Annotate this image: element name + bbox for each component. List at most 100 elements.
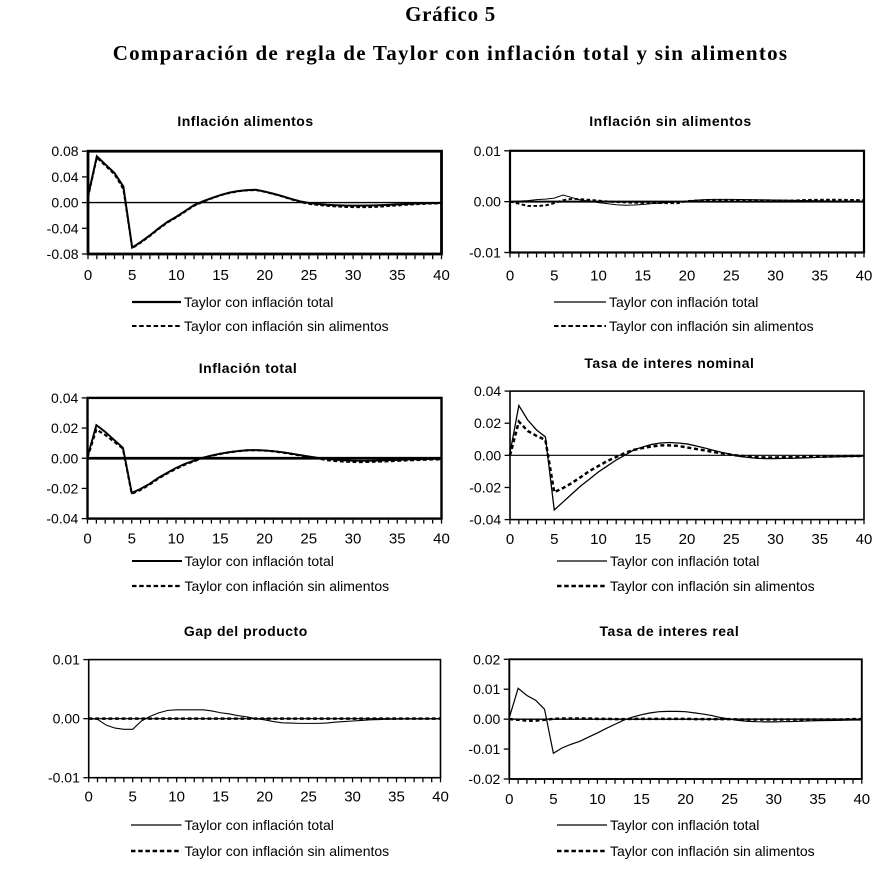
plot-frame: [86, 396, 443, 520]
x-tick-label: 5: [550, 268, 558, 285]
panel-tasa-interes-real: Tasa de interes real 0.02 0.01 0.00 -0.01 -0…: [445, 618, 888, 870]
legend-item-total: Taylor con inflación total: [132, 294, 333, 310]
legend-label-sin-alimentos: Taylor con inflación sin alimentos: [609, 318, 814, 334]
legend-item-total: Taylor con inflación total: [131, 552, 334, 569]
figure-label: Gráfico 5: [405, 2, 496, 26]
solid-line-sample: [557, 823, 607, 826]
x-tick-label: 0: [505, 791, 513, 808]
solid-line-sample: [132, 301, 181, 304]
chart-title-tasa-interes-real: Tasa de interes real: [599, 622, 740, 639]
y-tick-label: 0.00: [51, 195, 78, 211]
legend-item-total: Taylor con inflación total: [131, 817, 334, 833]
solid-line-sample: [131, 559, 182, 562]
x-tick-label: 0: [506, 531, 514, 548]
panel-tasa-interes-nominal: Tasa de interes nominal 0.04 0.02 0.00 -0.0…: [445, 352, 888, 604]
y-tick-label: 0.02: [474, 415, 501, 431]
dashed-line-sample: [557, 584, 607, 587]
solid-line-sample: [557, 559, 607, 562]
legend-label-total: Taylor con inflación total: [184, 816, 334, 833]
plot-inflacion-total: 0.04 0.02 0.00 -0.02 -0.04 0 5 10 15 20 25 30 35 40: [46, 390, 450, 548]
plot-frame: [509, 390, 865, 521]
legend-item-sin-alimentos: Taylor con inflación sin alimentos: [557, 843, 815, 859]
x-tick-label: 15: [212, 789, 229, 806]
figure-title: Comparación de regla de Taylor con infla…: [112, 40, 789, 65]
legend-label-sin-alimentos: Taylor con inflación sin alimentos: [184, 577, 390, 594]
plot-inflacion-sin-alimentos: 0.01 0.00 -0.01 0 5 10 15 20 25 30 35 40: [469, 143, 873, 285]
chart-title-tasa-interes-nominal: Tasa de interes nominal: [584, 354, 755, 371]
x-tick-label: 10: [590, 268, 607, 285]
y-tick-label: 0.04: [474, 383, 501, 399]
dashed-line-sample: [131, 584, 182, 587]
x-tick-label: 20: [679, 531, 696, 548]
x-tick-label: 0: [85, 789, 93, 806]
x-tick-label: 30: [767, 531, 784, 548]
y-tick-label: 0.01: [53, 652, 80, 668]
solid-line-sample: [131, 823, 182, 826]
x-tick-label: 25: [721, 791, 738, 808]
plot-frame: [87, 658, 442, 779]
chart-title-inflacion-alimentos: Inflación alimentos: [177, 113, 314, 129]
y-tick-label: 0.00: [474, 447, 501, 463]
x-tick-label: 0: [83, 531, 91, 548]
x-tick-label: 15: [212, 531, 229, 548]
y-tick-label: 0.04: [51, 390, 78, 406]
x-tick-label: 10: [168, 267, 185, 284]
series-dashed: [509, 197, 865, 207]
x-tick-label: 25: [300, 789, 317, 806]
x-tick-label: 30: [767, 268, 784, 285]
legend-label-total: Taylor con inflación total: [610, 552, 760, 569]
chart-title-inflacion-total: Inflación total: [198, 360, 298, 376]
y-tick-label: -0.01: [469, 245, 501, 261]
x-tick-label: 35: [809, 791, 826, 808]
plot-frame: [508, 658, 863, 780]
solid-line-sample: [554, 301, 606, 303]
x-tick-label: 15: [634, 531, 651, 548]
series-dashed: [86, 427, 442, 496]
series-dashed: [87, 155, 442, 250]
dashed-line-sample: [554, 325, 606, 327]
x-tick-label: 30: [765, 791, 782, 808]
y-tick-label: 0.02: [473, 651, 500, 667]
legend-label-total: Taylor con inflación total: [184, 552, 334, 569]
panel-gap-del-producto: Gap del producto 0.01 0.00 -0.01 0 5 10 15 20 25…: [18, 618, 452, 870]
y-tick-label: 0.00: [473, 711, 500, 727]
x-tick-label: 20: [256, 789, 273, 806]
legend-label-sin-alimentos: Taylor con inflación sin alimentos: [184, 318, 389, 334]
x-tick-label: 40: [856, 268, 873, 285]
x-tick-label: 40: [433, 267, 450, 284]
y-tick-label: 0.04: [51, 169, 78, 185]
x-tick-label: 20: [679, 268, 696, 285]
legend-item-total: Taylor con inflación total: [557, 817, 759, 833]
y-tick-label: -0.04: [47, 220, 79, 236]
legend-item-total: Taylor con inflación total: [554, 294, 758, 310]
x-tick-label: 30: [344, 789, 361, 806]
x-tick-label: 15: [212, 267, 229, 284]
x-tick-label: 10: [589, 791, 606, 808]
x-tick-label: 35: [389, 267, 406, 284]
x-tick-label: 40: [433, 531, 450, 548]
series-solid: [508, 687, 862, 755]
x-tick-label: 35: [811, 531, 828, 548]
x-tick-label: 35: [388, 789, 405, 806]
y-tick-label: -0.01: [468, 741, 500, 757]
y-tick-label: 0.01: [474, 143, 501, 159]
y-tick-label: 0.00: [51, 450, 78, 466]
y-tick-label: 0.00: [53, 711, 80, 727]
y-tick-label: -0.08: [47, 246, 79, 262]
legend-label-total: Taylor con inflación total: [184, 294, 334, 311]
y-tick-label: -0.02: [468, 771, 500, 787]
x-tick-label: 15: [633, 791, 650, 808]
plot-gap-del-producto: 0.01 0.00 -0.01 0 5 10 15 20 25 30 35 40: [48, 652, 449, 806]
panel-inflacion-sin-alimentos: Inflación sin alimentos 0.01 0.00 -0.01 0 5 1…: [445, 103, 888, 347]
series-dashed: [509, 717, 862, 722]
plot-tasa-interes-nominal: 0.04 0.02 0.00 -0.02 -0.04 0 5 10 15 20 25 30 35 40: [469, 383, 872, 548]
x-tick-label: 15: [634, 268, 651, 285]
legend-item-sin-alimentos: Taylor con inflación sin alimentos: [131, 577, 390, 594]
legend-label-sin-alimentos: Taylor con inflación sin alimentos: [610, 577, 815, 594]
panel-inflacion-total: Inflación total 0.04 0.02 0.00 -0.02 -0.04 0 5…: [18, 352, 452, 604]
x-tick-label: 25: [301, 267, 318, 284]
y-tick-label: -0.02: [469, 479, 501, 495]
legend-label-total: Taylor con inflación total: [609, 294, 759, 311]
plot-tasa-interes-real: 0.02 0.01 0.00 -0.01 -0.02 0 5 10 15 20 25 30 35 40: [468, 651, 870, 808]
dashed-line-sample: [557, 849, 607, 852]
